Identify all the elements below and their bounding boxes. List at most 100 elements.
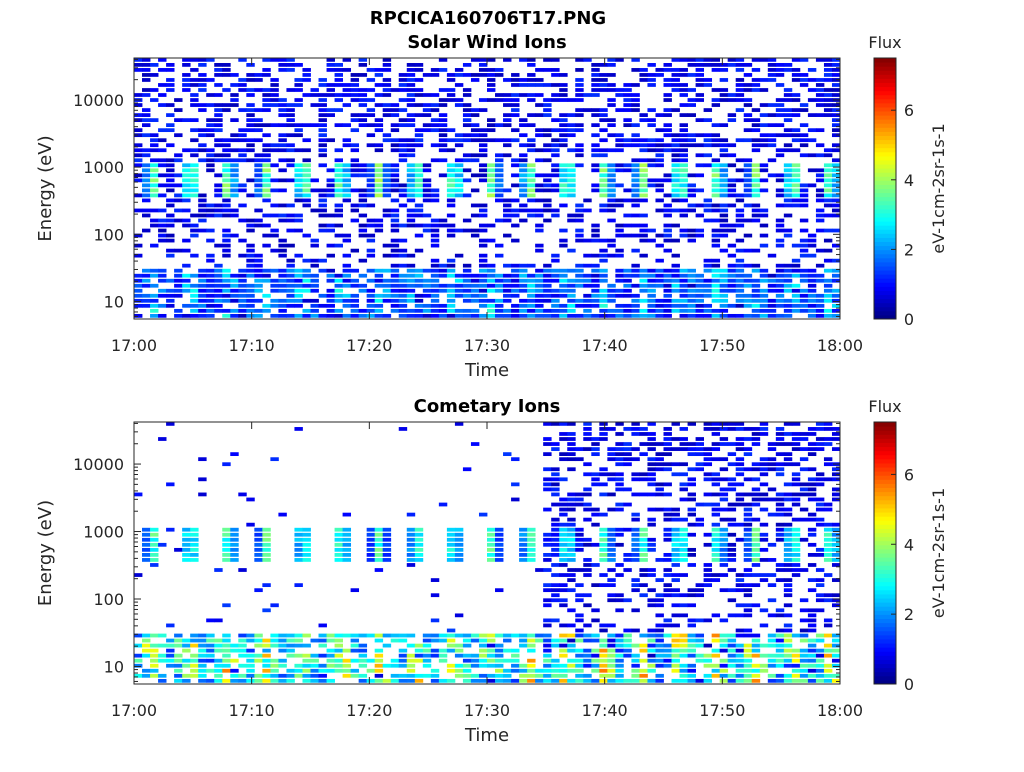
heatmap-cell (759, 268, 769, 273)
heatmap-cell (222, 63, 231, 67)
heatmap-cell (815, 308, 825, 313)
heatmap-cell (150, 668, 159, 673)
colorbar-step (874, 606, 896, 611)
heatmap-cell (775, 293, 785, 298)
heatmap-cell (831, 63, 841, 67)
heatmap-cell (535, 568, 544, 572)
heatmap-cell (294, 547, 303, 552)
heatmap-cell (783, 298, 793, 303)
heatmap-cell (535, 268, 544, 273)
heatmap-cell (302, 148, 311, 153)
x-tick-label: 17:40 (582, 336, 628, 355)
heatmap-cell (783, 628, 793, 633)
colorbar-step (874, 143, 896, 149)
heatmap-cell (751, 563, 761, 567)
heatmap-cell (647, 148, 656, 153)
heatmap-cell (478, 213, 488, 218)
heatmap-cell (511, 313, 520, 318)
heatmap-cell (495, 173, 504, 178)
heatmap-cell (783, 213, 793, 218)
heatmap-cell (278, 218, 287, 223)
heatmap-cell (647, 432, 656, 436)
heatmap-cell (799, 668, 809, 673)
heatmap-cell (807, 663, 817, 668)
colorbar-step (874, 184, 896, 189)
heatmap-cell (831, 83, 841, 87)
heatmap-cell (607, 643, 616, 648)
y-tick-label: 10 (104, 293, 124, 312)
heatmap-cell (438, 158, 448, 163)
heatmap-cell (671, 268, 680, 273)
heatmap-cell (302, 558, 311, 562)
heatmap-cell (815, 228, 825, 233)
heatmap-cell (615, 163, 624, 168)
heatmap-cell (495, 558, 504, 562)
heatmap-cell (334, 542, 343, 547)
heatmap-cell (631, 658, 640, 663)
heatmap-cell (166, 422, 175, 426)
heatmap-cell (639, 113, 648, 117)
heatmap-cell (823, 502, 833, 507)
heatmap-cell (663, 427, 672, 431)
heatmap-cell (318, 153, 327, 158)
heatmap-cell (406, 537, 416, 542)
heatmap-cell (631, 668, 640, 673)
heatmap-cell (551, 542, 560, 547)
heatmap-cell (478, 293, 488, 298)
heatmap-cell (583, 303, 592, 308)
heatmap-cell (607, 578, 616, 582)
heatmap-cell (671, 153, 680, 158)
heatmap-cell (743, 163, 753, 168)
heatmap-cell (454, 168, 464, 173)
heatmap-cell (759, 462, 769, 467)
heatmap-cell (158, 678, 167, 683)
heatmap-cell (767, 73, 777, 77)
heatmap-cell (711, 163, 721, 168)
heatmap-cell (551, 588, 560, 593)
heatmap-cell (727, 183, 737, 188)
heatmap-cell (567, 193, 576, 198)
heatmap-cell (607, 58, 616, 62)
heatmap-cell (639, 492, 648, 497)
heatmap-cell (719, 558, 729, 562)
heatmap-cell (719, 638, 729, 643)
heatmap-cell (406, 512, 416, 517)
heatmap-cell (470, 442, 480, 446)
heatmap-cell (230, 537, 239, 542)
heatmap-cell (374, 558, 384, 562)
heatmap-cell (743, 522, 753, 527)
heatmap-cell (807, 527, 817, 532)
heatmap-cell (527, 273, 536, 278)
heatmap-cell (719, 68, 729, 72)
heatmap-cell (815, 303, 825, 308)
heatmap-cell (815, 193, 825, 198)
heatmap-cell (166, 123, 175, 128)
colorbar-step (874, 536, 896, 542)
heatmap-cell (767, 638, 777, 643)
heatmap-cell (487, 298, 496, 303)
colorbar-step (874, 458, 896, 464)
heatmap-cell (302, 658, 311, 663)
heatmap-cell (422, 293, 432, 298)
heatmap-cell (214, 243, 223, 248)
colorbar-step (874, 495, 896, 501)
heatmap-cell (775, 432, 785, 436)
heatmap-cell (174, 653, 183, 658)
heatmap-cell (599, 248, 608, 253)
heatmap-cell (775, 243, 785, 248)
heatmap-cell (623, 653, 632, 658)
heatmap-cell (567, 537, 576, 542)
heatmap-cell (190, 283, 199, 288)
heatmap-cell (503, 188, 512, 193)
heatmap-cell (414, 173, 424, 178)
heatmap-cell (583, 293, 592, 298)
heatmap-cell (294, 168, 303, 173)
colorbar-label: eV-1cm-2sr-1s-1 (929, 488, 948, 618)
heatmap-cell (190, 558, 199, 562)
colorbar-step (874, 581, 896, 587)
heatmap-cell (350, 658, 360, 663)
heatmap-cell (663, 462, 672, 467)
heatmap-cell (671, 253, 680, 258)
heatmap-cell (799, 457, 809, 462)
